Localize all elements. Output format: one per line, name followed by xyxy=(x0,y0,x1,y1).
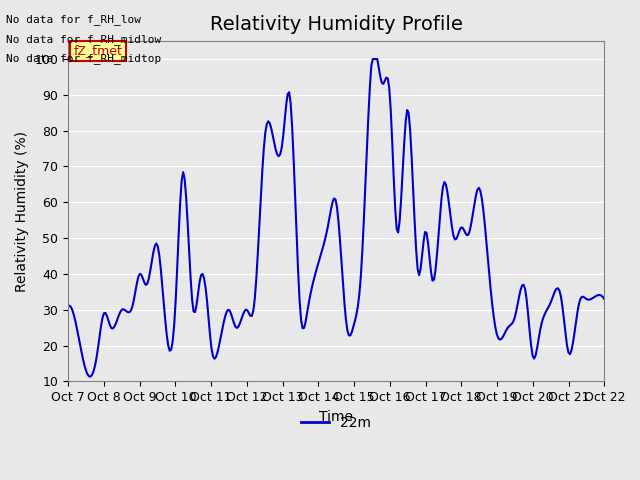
Text: fZ_tmet: fZ_tmet xyxy=(74,45,122,58)
Text: No data for f_RH_midtop: No data for f_RH_midtop xyxy=(6,53,162,64)
Text: No data for f_RH_midlow: No data for f_RH_midlow xyxy=(6,34,162,45)
Y-axis label: Relativity Humidity (%): Relativity Humidity (%) xyxy=(15,131,29,292)
Legend: 22m: 22m xyxy=(296,410,377,436)
Title: Relativity Humidity Profile: Relativity Humidity Profile xyxy=(210,15,463,34)
Text: No data for f_RH_low: No data for f_RH_low xyxy=(6,14,141,25)
X-axis label: Time: Time xyxy=(319,410,353,424)
